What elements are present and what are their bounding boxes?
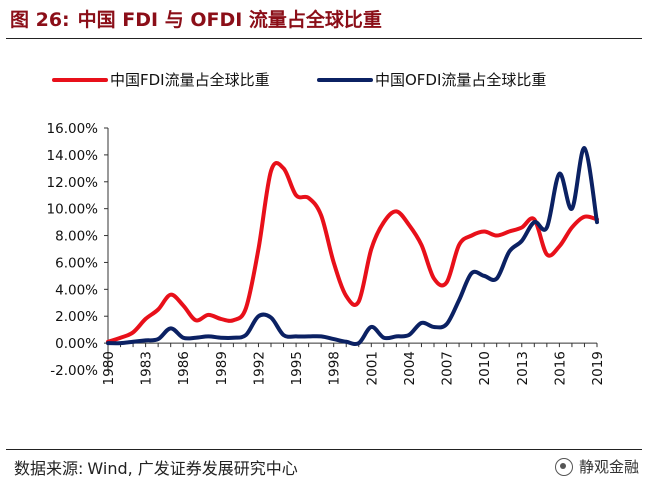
y-tick-label: 2.00% [55,309,98,325]
ofdi-series-line [106,146,599,347]
y-tick-label: 8.00% [55,229,98,245]
y-tick-label: 4.00% [55,282,98,298]
x-tick-label: 1983 [139,351,155,385]
line-chart: -2.00% 0.00% 2.00% 4.00% 6.00% 8.00% 10.00% 12.… [47,71,606,385]
legend-fdi-label: 中国FDI流量占全球比重 [110,71,270,89]
y-tick-label: -2.00% [50,363,98,379]
wechat-icon [554,457,573,476]
figure-label: 图 26: [10,9,70,31]
x-tick-label: 2016 [552,351,568,385]
y-tick-label: 6.00% [55,255,98,271]
source-note: 数据来源: Wind, 广发证券发展研究中心 [14,455,302,479]
x-tick-label: 2019 [590,351,606,385]
y-tick-label: 0.00% [55,336,98,352]
watermark-text: 静观金融 [578,458,639,476]
x-tick-label: 1998 [327,351,343,385]
figure-title: 图 26: 中国 FDI 与 OFDI 流量占全球比重 [10,4,640,36]
legend-ofdi-label: 中国OFDI流量占全球比重 [375,71,546,89]
x-tick-label: 1980 [101,351,117,385]
x-tick-label: 2007 [440,351,456,385]
x-tick-label: 2013 [515,351,531,385]
x-tick-label: 1995 [289,351,305,385]
y-tick-label: 10.00% [47,202,99,218]
title-divider [6,38,642,39]
figure-title-text: 中国 FDI 与 OFDI 流量占全球比重 [77,9,382,31]
x-tick-label: 1989 [214,351,230,385]
y-tick-label: 16.00% [47,121,99,137]
source-divider [6,449,642,450]
x-tick-label: 1992 [251,351,267,385]
x-tick-label: 1986 [176,351,192,385]
y-tick-label: 12.00% [47,175,99,191]
fdi-series-line [106,161,599,344]
x-tick-label: 2001 [364,351,380,385]
source-prefix: 数据来源: [14,459,84,478]
x-tick-label: 2010 [477,351,493,385]
source-text: Wind, 广发证券发展研究中心 [87,459,298,478]
x-tick-label: 2004 [402,351,418,385]
y-tick-label: 14.00% [47,148,99,164]
watermark: 静观金融 [554,456,639,477]
